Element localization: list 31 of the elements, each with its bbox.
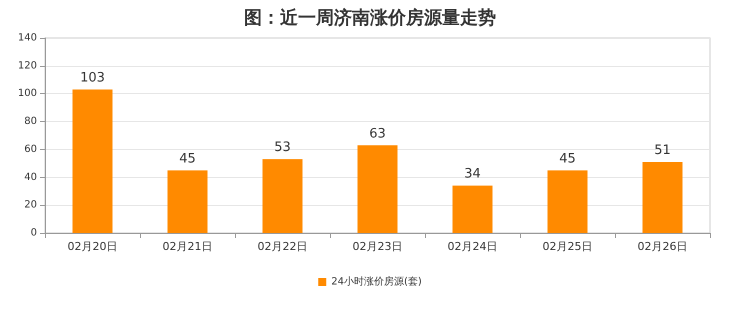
legend-label: 24小时涨价房源(套) (331, 276, 422, 288)
data-label: 45 (559, 151, 576, 166)
data-label: 103 (80, 70, 105, 86)
data-label: 63 (369, 126, 386, 142)
bar (262, 159, 302, 233)
bar (358, 145, 398, 233)
data-label: 34 (464, 166, 481, 182)
y-tick-label: 20 (24, 200, 37, 211)
y-tick-label: 120 (18, 60, 37, 72)
data-label: 53 (274, 140, 291, 156)
x-tick-label: 02月20日 (68, 240, 118, 253)
x-tick-label: 02月22日 (258, 240, 308, 253)
y-tick-label: 0 (30, 228, 37, 238)
y-tick-label: 40 (24, 172, 37, 183)
x-tick-label: 02月23日 (352, 240, 402, 253)
y-tick-label: 100 (18, 88, 37, 100)
x-tick-label: 02月26日 (638, 240, 688, 253)
y-tick-label: 80 (24, 116, 37, 128)
y-tick-label: 60 (24, 144, 37, 155)
y-tick-label: 140 (18, 32, 37, 44)
x-tick-label: 02月24日 (448, 240, 498, 253)
data-label: 45 (179, 151, 196, 166)
chart-title: 图：近一周济南涨价房源量走势 (244, 8, 496, 28)
bar (168, 170, 208, 233)
bar (72, 90, 112, 233)
data-label: 51 (654, 142, 671, 158)
x-tick-label: 02月25日 (542, 240, 592, 253)
bar (642, 162, 682, 233)
x-tick-label: 02月21日 (162, 240, 212, 253)
bar (452, 186, 492, 233)
bar (548, 170, 588, 233)
